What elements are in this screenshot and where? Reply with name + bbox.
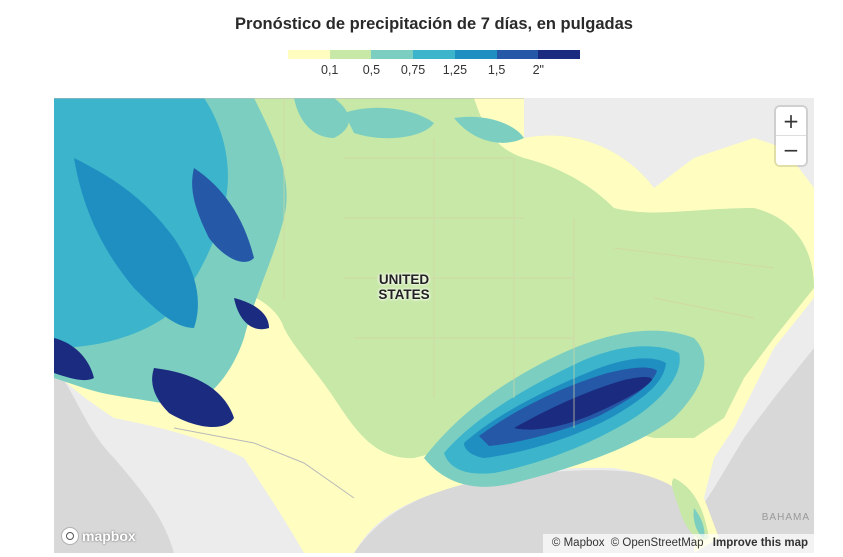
region-label-bahamas: BAHAMA [761, 512, 810, 523]
precip-1-5-rockies [192, 168, 254, 262]
legend-label: 2" [532, 63, 544, 77]
zoom-control: + − [776, 107, 806, 165]
legend-label: 1,25 [442, 63, 468, 77]
mapbox-logo[interactable]: mapbox [61, 527, 136, 545]
precip-2-southwest [152, 368, 234, 428]
precip-2-utah [234, 298, 269, 330]
precipitation-legend: 0,1 0,5 0,75 1,25 1,5 2" [288, 50, 581, 78]
osm-attribution-link[interactable]: © OpenStreetMap [610, 537, 704, 549]
legend-swatch [496, 50, 539, 59]
plus-icon: + [782, 109, 800, 133]
legend-label: 1,5 [487, 63, 506, 77]
zoom-out-button[interactable]: − [776, 136, 806, 165]
map-title: Pronóstico de precipitación de 7 días, e… [235, 15, 633, 33]
legend-swatch [413, 50, 455, 59]
minus-icon: − [782, 138, 800, 162]
mapbox-logo-icon [61, 527, 79, 545]
zoom-in-button[interactable]: + [776, 107, 806, 136]
pacific-ocean [54, 368, 174, 553]
legend-swatch [454, 50, 497, 59]
florida-precip [693, 508, 705, 538]
country-label-united-states: UNITED STATES [378, 272, 430, 302]
precipitation-map[interactable]: UNITED STATES BAHAMA + − mapbox © Mapbox… [54, 98, 814, 553]
legend-swatch [538, 50, 581, 59]
precip-2-southeast [514, 377, 652, 430]
gulf-of-mexico [354, 470, 694, 553]
precip-north-2 [344, 107, 434, 139]
precip-1-25-west [74, 158, 198, 328]
legend-label: 0,5 [362, 63, 381, 77]
map-canvas[interactable] [54, 98, 814, 553]
legend-label: 0,1 [320, 63, 339, 77]
improve-map-link[interactable]: Improve this map [712, 537, 808, 549]
precip-north-3 [454, 116, 524, 143]
precip-north-1 [294, 98, 349, 138]
state-lines-vertical [433, 138, 575, 428]
mapbox-logo-text: mapbox [82, 528, 136, 544]
map-attribution: © Mapbox © OpenStreetMap Improve this ma… [542, 534, 814, 553]
state-lines-east [613, 247, 775, 319]
legend-swatch [288, 50, 330, 59]
mexico-border [173, 427, 355, 499]
legend-label: 0,75 [400, 63, 426, 77]
mapbox-attribution-link[interactable]: © Mapbox [551, 537, 605, 549]
precip-2-california [54, 338, 94, 381]
legend-swatch [371, 50, 414, 59]
legend-color-bar [288, 50, 581, 59]
legend-labels: 0,1 0,5 0,75 1,25 1,5 2" [288, 59, 580, 77]
legend-swatch [329, 50, 372, 59]
